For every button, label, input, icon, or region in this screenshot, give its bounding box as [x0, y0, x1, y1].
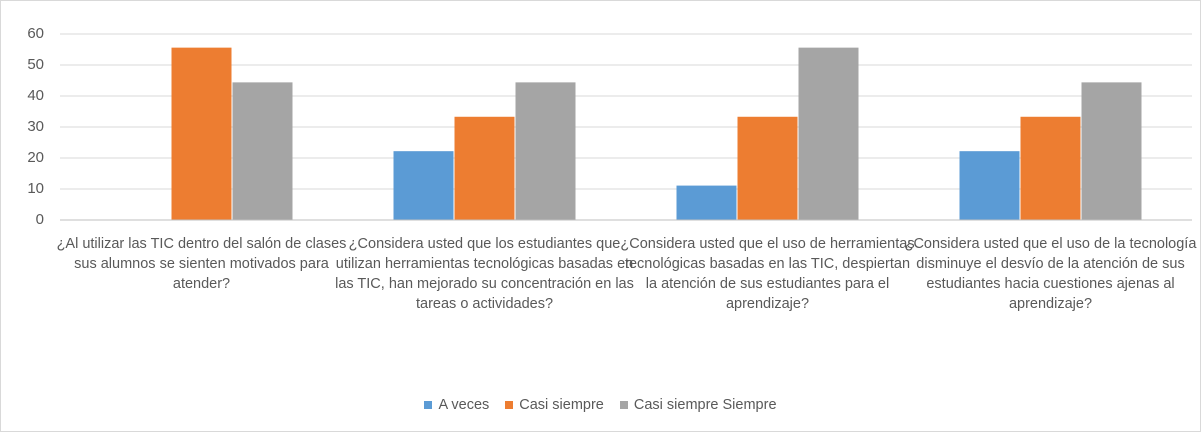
legend-label: Casi siempre Siempre	[633, 397, 777, 413]
legend-swatch	[619, 401, 628, 409]
y-tick-label: 20	[27, 149, 44, 166]
legend-swatch	[424, 401, 433, 409]
legend-item: Casi siempre	[505, 397, 604, 413]
x-tick-label: ¿Al utilizar las TIC dentro del salón de…	[56, 236, 347, 292]
y-tick-label: 60	[27, 25, 44, 42]
bar	[454, 116, 515, 220]
legend-label: A veces	[438, 397, 490, 413]
legend-label: Casi siempre	[519, 397, 604, 413]
bar	[171, 47, 232, 220]
bar	[515, 82, 576, 220]
bar	[959, 151, 1020, 220]
bar	[393, 151, 454, 220]
bar	[737, 116, 798, 220]
y-tick-label: 40	[27, 87, 44, 104]
x-tick-label: ¿Considera usted que el uso de la tecnol…	[904, 236, 1197, 312]
bar	[1081, 82, 1142, 220]
y-tick-label: 10	[27, 180, 44, 197]
bar	[232, 82, 293, 220]
legend-item: A veces	[424, 397, 489, 413]
x-tick-label: ¿Considera usted que los estudiantes que…	[335, 236, 634, 312]
legend-item: Casi siempre Siempre	[619, 397, 777, 413]
bar	[676, 185, 737, 220]
y-tick-label: 50	[27, 56, 44, 73]
bar	[1020, 116, 1081, 220]
legend-swatch	[505, 401, 514, 409]
x-tick-label: ¿Considera usted que el uso de herramien…	[620, 236, 915, 312]
bar	[798, 47, 859, 220]
y-tick-label: 0	[36, 211, 44, 228]
legend: A veces Casi siempre Casi siempre Siempre	[0, 397, 1201, 413]
y-tick-label: 30	[27, 118, 44, 135]
